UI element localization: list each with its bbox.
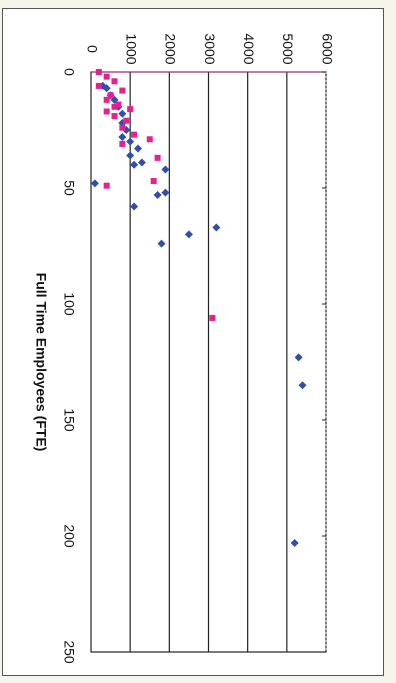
value-tick-label: 1000 bbox=[123, 33, 139, 64]
data-point-diamond bbox=[126, 151, 135, 160]
data-point-square bbox=[146, 136, 153, 143]
category-tick-label: 150 bbox=[61, 408, 77, 432]
value-tick-label: 5000 bbox=[280, 33, 296, 64]
data-point-square bbox=[95, 69, 102, 75]
data-point-square bbox=[209, 314, 216, 321]
data-point-square bbox=[103, 73, 110, 80]
data-point-diamond bbox=[298, 381, 307, 390]
data-point-square bbox=[123, 117, 130, 124]
data-point-square bbox=[111, 113, 118, 120]
data-point-square bbox=[119, 140, 126, 147]
data-point-diamond bbox=[153, 190, 162, 199]
data-point-diamond bbox=[130, 202, 139, 211]
data-point-diamond bbox=[102, 84, 111, 93]
category-tick-label: 250 bbox=[61, 640, 77, 664]
category-tick-label: 50 bbox=[61, 180, 77, 196]
data-point-square bbox=[111, 103, 118, 110]
data-point-square bbox=[103, 96, 110, 103]
data-point-diamond bbox=[184, 230, 193, 239]
data-point-diamond bbox=[290, 538, 299, 547]
data-points bbox=[90, 69, 307, 547]
data-point-diamond bbox=[118, 109, 127, 118]
data-point-diamond bbox=[90, 179, 99, 188]
data-point-square bbox=[119, 87, 126, 94]
data-point-diamond bbox=[161, 188, 170, 197]
category-tick-label: 0 bbox=[61, 68, 77, 76]
data-point-diamond bbox=[134, 144, 142, 153]
data-point-diamond bbox=[294, 353, 303, 362]
data-point-square bbox=[111, 78, 118, 85]
gridlines bbox=[91, 71, 327, 653]
scatter-chart: 0 1000 2000 3000 4000 5000 6000 0 50 100 150 200 25… bbox=[33, 33, 335, 664]
category-tick-labels: 0 50 100 150 200 250 bbox=[61, 68, 77, 664]
data-point-diamond bbox=[130, 160, 139, 169]
data-point-square bbox=[131, 131, 138, 138]
x-axis-title: Full Time Employees (FTE) bbox=[33, 273, 49, 452]
value-tick-label: 2000 bbox=[163, 33, 179, 64]
data-point-diamond bbox=[157, 239, 166, 248]
data-point-square bbox=[115, 101, 122, 108]
data-point-diamond bbox=[161, 165, 170, 174]
data-point-square bbox=[150, 178, 157, 185]
category-tick-label: 100 bbox=[61, 292, 77, 316]
value-tick-label: 0 bbox=[84, 45, 100, 53]
data-point-square bbox=[154, 154, 161, 161]
data-point-diamond bbox=[137, 158, 146, 167]
category-tick-label: 200 bbox=[61, 524, 77, 548]
data-point-diamond bbox=[212, 223, 221, 232]
value-tick-label: 3000 bbox=[202, 33, 218, 64]
data-point-square bbox=[127, 106, 134, 113]
data-point-diamond bbox=[126, 137, 135, 146]
data-point-square bbox=[107, 92, 114, 99]
chart-frame: 0 1000 2000 3000 4000 5000 6000 0 50 100 150 200 25… bbox=[2, 8, 384, 676]
value-tick-labels: 0 1000 2000 3000 4000 5000 6000 bbox=[84, 33, 335, 64]
data-point-square bbox=[103, 182, 110, 189]
data-point-square bbox=[119, 124, 126, 131]
data-point-diamond bbox=[118, 132, 127, 141]
data-point-square bbox=[103, 108, 110, 115]
value-tick-label: 6000 bbox=[319, 33, 335, 64]
value-tick-label: 4000 bbox=[241, 33, 257, 64]
data-point-square bbox=[95, 82, 102, 89]
